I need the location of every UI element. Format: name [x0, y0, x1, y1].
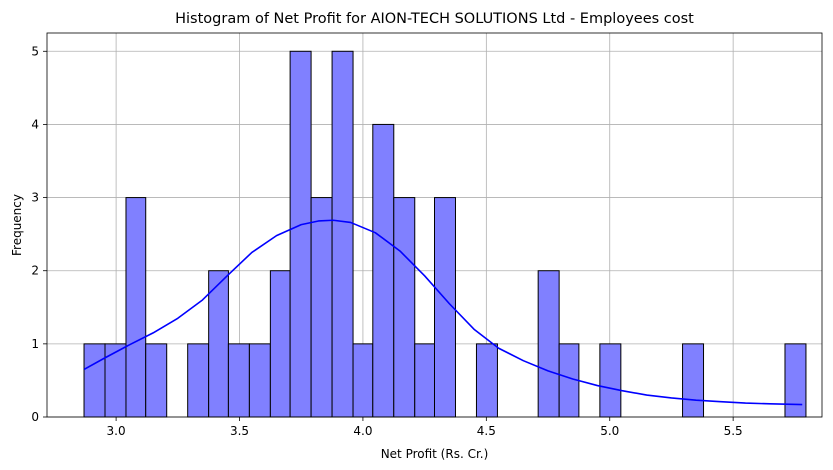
y-tick-label: 0	[31, 410, 39, 424]
x-axis-title: Net Profit (Rs. Cr.)	[381, 447, 489, 461]
histogram-bar	[414, 343, 436, 418]
histogram-bars	[83, 50, 807, 418]
x-tick-label: 5.0	[600, 424, 619, 438]
y-axis-ticks: 0 1 2 3 4 5	[31, 44, 47, 424]
histogram-bar	[393, 197, 416, 418]
histogram-bar	[784, 343, 807, 418]
y-tick-label: 2	[31, 264, 39, 278]
histogram-bar	[227, 343, 250, 418]
histogram-bar	[145, 343, 168, 418]
x-tick-label: 4.0	[353, 424, 372, 438]
x-axis-ticks: 3.0 3.5 4.0 4.5 5.0 5.5	[107, 417, 743, 438]
histogram-bar	[187, 343, 210, 418]
y-tick-label: 1	[31, 337, 39, 351]
histogram-bar	[269, 270, 291, 418]
chart-title: Histogram of Net Profit for AION-TECH SO…	[175, 11, 694, 27]
y-tick-label: 3	[31, 191, 39, 205]
kde-curve-group	[83, 219, 803, 406]
x-tick-label: 3.0	[107, 424, 126, 438]
histogram-bar	[310, 197, 333, 418]
histogram-bar	[352, 343, 374, 418]
y-tick-label: 5	[31, 44, 39, 58]
y-axis-title: Frequency	[10, 194, 24, 256]
histogram-bar	[682, 343, 705, 418]
y-tick-label: 4	[31, 117, 39, 131]
histogram-bar	[248, 343, 271, 418]
histogram-bar	[83, 343, 106, 418]
histogram-bar	[372, 123, 395, 418]
x-tick-label: 3.5	[230, 424, 249, 438]
histogram-bar	[125, 197, 147, 418]
plot-frame	[46, 32, 823, 418]
histogram-bar	[537, 270, 560, 418]
histogram-bar	[289, 50, 312, 418]
kde-curve	[83, 219, 803, 406]
x-tick-label: 5.5	[724, 424, 743, 438]
x-tick-label: 4.5	[477, 424, 496, 438]
histogram-bar	[475, 343, 498, 418]
histogram-bar	[208, 270, 229, 418]
histogram-bar	[104, 343, 127, 418]
histogram-bar	[599, 343, 622, 418]
histogram-bar	[331, 50, 354, 418]
